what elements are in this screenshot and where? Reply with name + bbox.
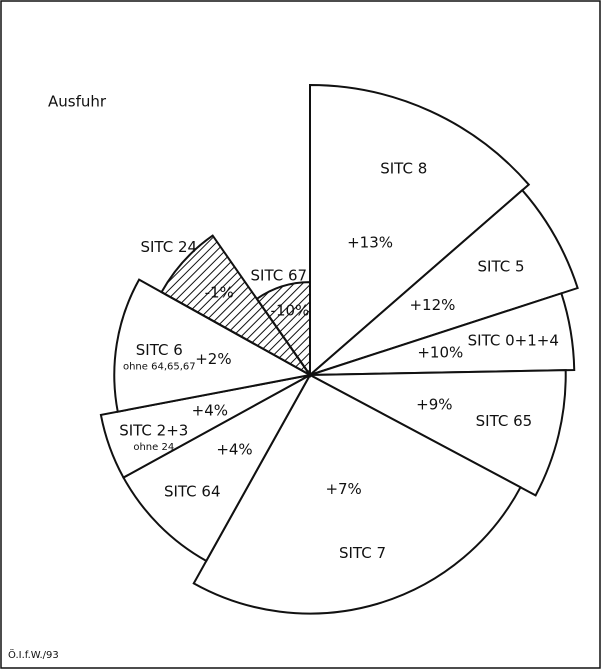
sector: [113, 278, 313, 413]
sector-label: SITC 2+3: [119, 422, 188, 440]
chart-title: Ausfuhr: [48, 93, 107, 111]
value-label: +10%: [417, 344, 463, 362]
sector: [309, 188, 579, 376]
sector: [255, 281, 311, 379]
sector: [309, 292, 576, 376]
sector: [309, 83, 531, 378]
value-label: +12%: [409, 296, 455, 314]
sector-label: SITC 6: [136, 341, 183, 359]
sector-label: SITC 64: [164, 483, 221, 501]
sector-label: SITC 65: [476, 412, 533, 430]
footer: Ö.I.f.W./93: [8, 648, 59, 661]
value-label: +13%: [347, 234, 393, 252]
sector-label: SITC 24: [140, 238, 197, 256]
sector: [122, 372, 313, 563]
sector-label: SITC 0+1+4: [468, 331, 559, 349]
sector-label: SITC 67: [251, 266, 308, 284]
value-label: +9%: [416, 395, 452, 413]
value-label: -1%: [205, 283, 234, 301]
value-label: +7%: [325, 480, 361, 498]
sector: [99, 374, 311, 479]
sector-note: ohne 64,65,67: [123, 362, 196, 373]
value-label: +4%: [192, 402, 228, 420]
sector: [160, 234, 311, 376]
sector-note: ohne 24: [133, 442, 174, 453]
sector: [192, 373, 522, 615]
value-label: -10%: [271, 302, 310, 320]
sector-label: SITC 8: [380, 160, 427, 178]
value-label: +2%: [195, 350, 231, 368]
sector-label: SITC 7: [339, 544, 386, 562]
sector: [306, 369, 567, 497]
sector-label: SITC 5: [478, 257, 525, 275]
value-label: +4%: [216, 441, 252, 459]
